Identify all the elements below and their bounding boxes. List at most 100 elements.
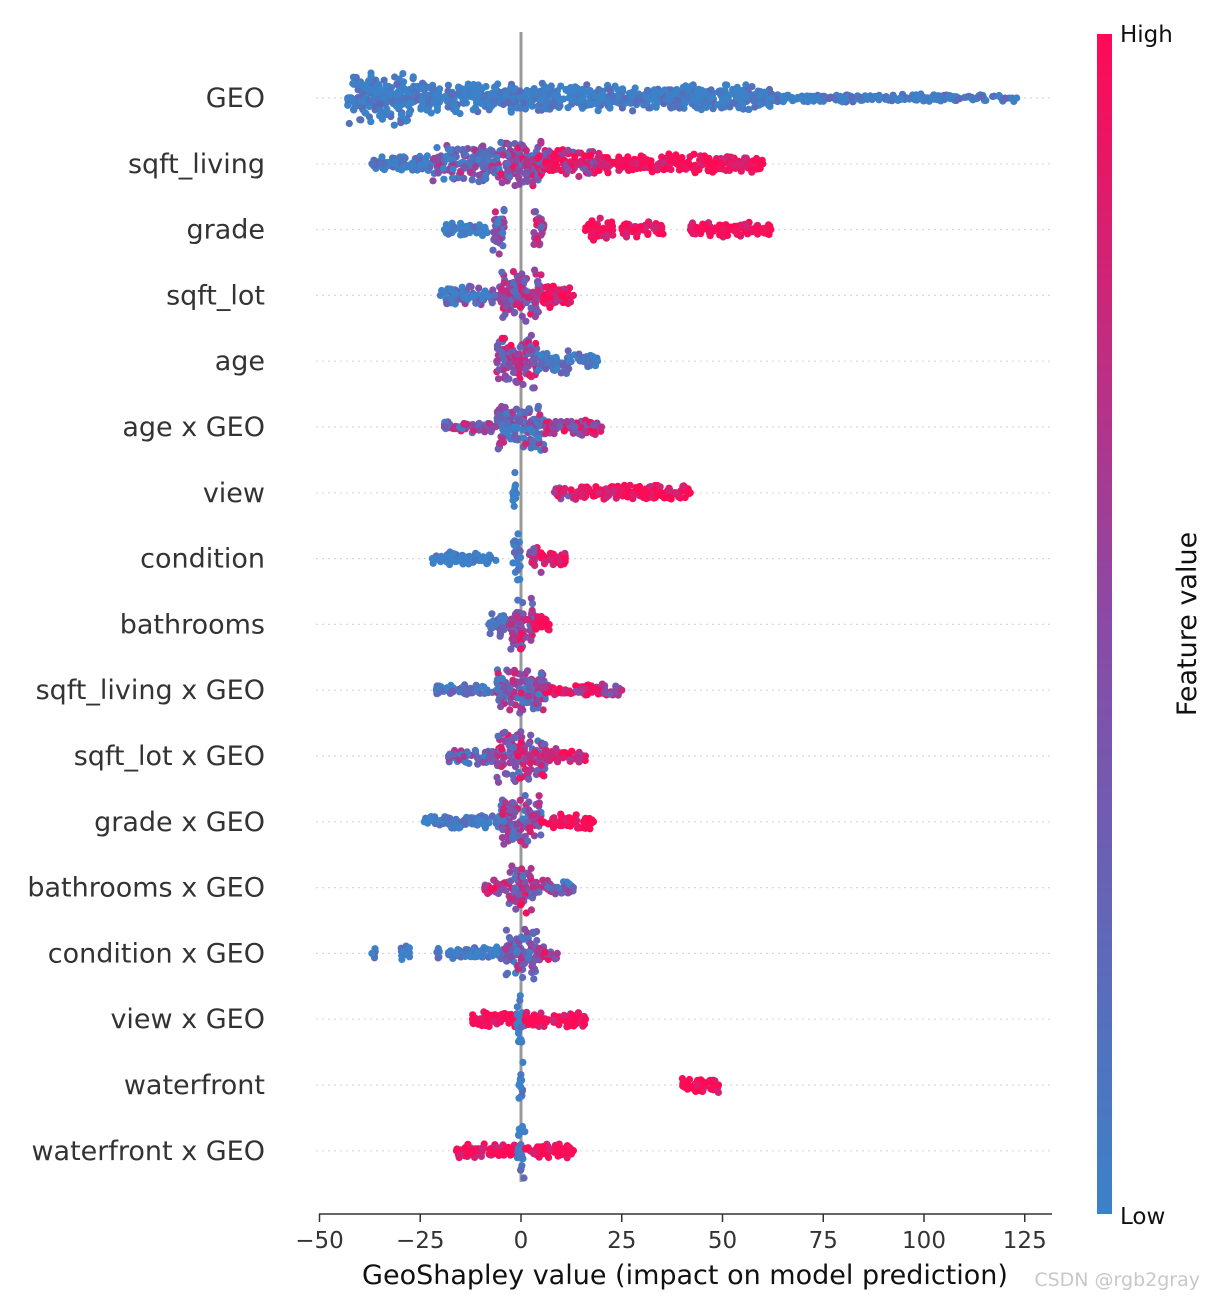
data-point — [566, 756, 574, 764]
data-point — [686, 161, 694, 169]
data-point — [537, 360, 545, 368]
data-point — [401, 950, 410, 959]
data-point — [433, 144, 441, 152]
data-point — [514, 566, 522, 574]
data-point — [946, 95, 955, 103]
data-point — [495, 366, 503, 374]
data-point — [502, 287, 510, 295]
data-point — [559, 292, 567, 300]
data-point — [526, 346, 534, 354]
data-point — [700, 224, 709, 232]
data-point — [559, 754, 567, 762]
data-point — [567, 689, 575, 698]
data-point — [422, 91, 430, 99]
data-point — [471, 1153, 479, 1161]
data-point — [516, 177, 524, 185]
data-point — [542, 85, 550, 93]
data-point — [622, 220, 630, 228]
data-point — [922, 96, 931, 104]
data-point — [489, 166, 497, 174]
row-gridlines — [316, 97, 1052, 1152]
data-point — [768, 94, 776, 102]
data-point — [804, 97, 812, 105]
data-point — [479, 84, 487, 92]
data-point — [500, 683, 508, 691]
data-point — [519, 426, 527, 434]
data-point — [507, 699, 515, 707]
data-point — [583, 81, 591, 89]
data-point — [560, 487, 568, 495]
data-point — [538, 771, 546, 779]
data-point — [500, 753, 508, 761]
data-point — [648, 95, 656, 103]
data-point — [528, 156, 537, 164]
data-point — [589, 228, 598, 236]
data-point — [382, 110, 390, 119]
data-point — [589, 492, 597, 500]
data-point — [566, 158, 575, 166]
data-point — [471, 556, 479, 565]
data-point — [375, 99, 384, 107]
data-point — [436, 291, 444, 299]
data-point — [687, 82, 695, 90]
data-point — [531, 313, 540, 321]
data-point — [506, 684, 514, 693]
data-point — [517, 1071, 525, 1079]
data-point — [759, 160, 767, 168]
data-point — [525, 419, 534, 427]
data-point — [500, 885, 508, 893]
data-point — [517, 901, 525, 909]
data-point — [516, 796, 524, 804]
data-point — [461, 93, 469, 101]
data-point — [527, 636, 535, 644]
data-point — [495, 250, 503, 258]
data-point — [469, 1015, 477, 1023]
data-point — [534, 402, 543, 410]
feature-swarm — [428, 530, 569, 584]
data-point — [491, 208, 499, 216]
data-point — [473, 754, 482, 762]
data-point — [447, 98, 455, 106]
data-point — [380, 76, 388, 84]
data-point — [389, 97, 397, 105]
data-point — [726, 91, 734, 99]
data-point — [517, 689, 525, 697]
data-point — [519, 973, 527, 982]
data-point — [454, 83, 463, 91]
data-point — [675, 104, 684, 112]
data-point — [399, 70, 407, 78]
data-point — [541, 949, 549, 957]
data-point — [494, 732, 502, 740]
data-point — [493, 760, 501, 768]
data-point — [472, 747, 480, 755]
data-point — [485, 620, 493, 629]
data-point — [657, 488, 665, 497]
data-point — [529, 384, 537, 392]
data-point — [518, 865, 526, 873]
data-point — [456, 110, 464, 118]
data-point — [500, 279, 508, 287]
data-point — [527, 906, 536, 914]
data-point — [848, 93, 856, 101]
data-point — [492, 237, 500, 246]
data-point — [453, 950, 461, 959]
data-point — [481, 554, 489, 562]
data-point — [719, 225, 727, 233]
data-point — [535, 792, 543, 800]
data-point — [449, 165, 457, 173]
data-point — [673, 86, 681, 94]
data-point — [499, 151, 507, 159]
data-point — [356, 116, 364, 124]
data-point — [586, 99, 594, 107]
data-point — [456, 168, 465, 177]
data-point — [500, 805, 508, 813]
data-point — [625, 166, 633, 175]
data-point — [462, 946, 470, 954]
data-point — [448, 823, 456, 831]
data-point — [496, 629, 504, 637]
feature-swarm — [436, 266, 578, 325]
data-point — [537, 139, 545, 147]
data-point — [977, 93, 986, 101]
data-point — [420, 818, 428, 826]
data-point — [482, 1009, 491, 1017]
